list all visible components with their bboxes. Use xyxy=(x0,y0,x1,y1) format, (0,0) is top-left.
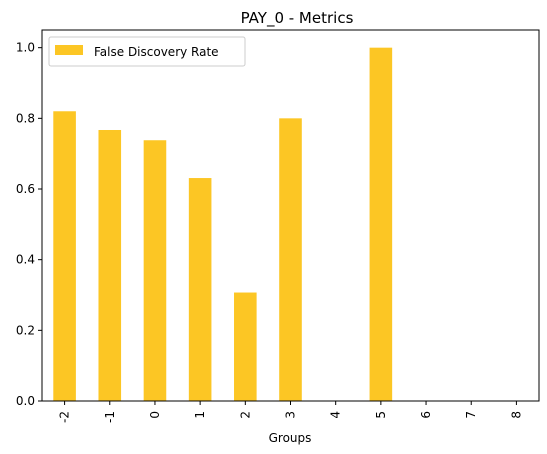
legend-swatch xyxy=(55,45,83,55)
y-tick-label: 0.4 xyxy=(16,253,35,267)
chart-title: PAY_0 - Metrics xyxy=(241,9,354,28)
y-tick-label: 0.6 xyxy=(16,182,35,196)
bar--2 xyxy=(53,111,76,402)
x-tick-label: 2 xyxy=(238,411,252,419)
x-axis-title: Groups xyxy=(269,431,312,445)
x-tick-label: 3 xyxy=(284,411,298,419)
x-tick-label: 8 xyxy=(509,411,523,419)
bar--1 xyxy=(98,129,122,401)
legend-box xyxy=(48,36,246,67)
bars xyxy=(53,47,393,402)
y-tick-label: 0.8 xyxy=(16,111,35,125)
x-tick-label: -1 xyxy=(103,411,117,423)
bar-0 xyxy=(143,140,167,402)
y-tick-label: 1.0 xyxy=(16,41,35,55)
x-tick-label: 1 xyxy=(193,411,207,419)
bar-2 xyxy=(234,292,257,401)
x-tick-label: 4 xyxy=(329,411,343,419)
legend: False Discovery Rate xyxy=(48,36,246,67)
x-tick-label: 0 xyxy=(148,411,162,419)
y-tick-label: 0.0 xyxy=(16,394,35,408)
x-tick-label: 5 xyxy=(374,411,388,419)
x-tick-label: 7 xyxy=(464,411,478,419)
y-axis: 0.0 0.2 0.4 0.6 0.8 1.0 xyxy=(16,41,42,408)
x-tick-label: 6 xyxy=(419,411,433,419)
bar-5 xyxy=(369,47,393,402)
legend-label: False Discovery Rate xyxy=(94,45,219,59)
bar-3 xyxy=(279,118,302,401)
x-axis: -2 -1 0 1 2 3 4 5 6 7 8 xyxy=(58,401,523,423)
bar-1 xyxy=(188,178,212,401)
y-tick-label: 0.2 xyxy=(16,323,35,337)
x-tick-label: -2 xyxy=(58,411,72,423)
